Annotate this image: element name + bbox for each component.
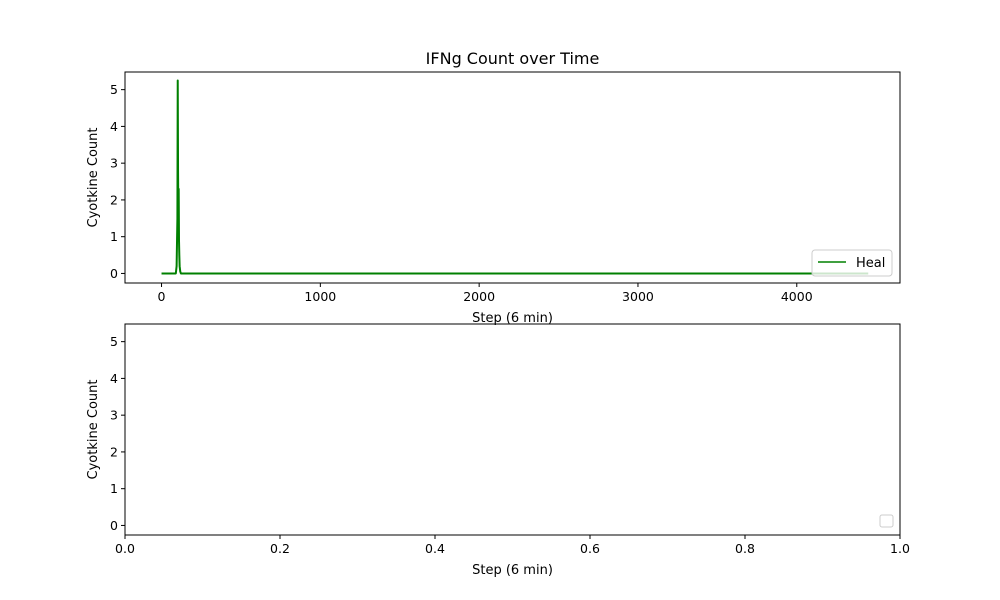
top-plot-area — [161, 79, 869, 275]
top-legend-label: Heal — [856, 256, 885, 271]
bottom-y-tick-label: 4 — [110, 371, 118, 386]
bottom-x-tick-label: 0.6 — [580, 541, 600, 556]
top-x-tick-label: 2000 — [463, 289, 495, 304]
top-y-tick-label: 4 — [110, 119, 118, 134]
top-x-tick-label: 0 — [158, 289, 166, 304]
top-y-tick-label: 5 — [110, 82, 118, 97]
bottom-y-tick-label: 1 — [110, 481, 118, 496]
top-y-tick-label: 3 — [110, 156, 118, 171]
bottom-x-tick-label: 0.2 — [270, 541, 290, 556]
bottom-y-tick-label: 5 — [110, 334, 118, 349]
bottom-x-axis-label: Step (6 min) — [472, 563, 553, 578]
bottom-x-tick-label: 0.0 — [115, 541, 135, 556]
top-y-axis-label: Cyotkine Count — [86, 128, 101, 228]
series-line-heal — [161, 79, 869, 275]
top-panel: IFNg Count over Time 0 1000 2000 3000 4000 0… — [86, 49, 901, 326]
top-y-tick-label: 0 — [110, 266, 118, 281]
bottom-y-axis-label: Cyotkine Count — [86, 380, 101, 480]
top-chart-title: IFNg Count over Time — [426, 49, 600, 68]
bottom-y-ticks: 0 1 2 3 4 5 — [110, 334, 125, 533]
top-y-tick-label: 1 — [110, 229, 118, 244]
bottom-legend — [879, 514, 894, 528]
bottom-y-tick-label: 2 — [110, 444, 118, 459]
bottom-axes-frame — [124, 323, 901, 536]
bottom-x-tick-label: 0.8 — [735, 541, 755, 556]
bottom-x-tick-label: 0.4 — [425, 541, 445, 556]
top-x-axis-label: Step (6 min) — [472, 311, 553, 326]
top-legend: Heal — [811, 249, 893, 277]
top-x-tick-label: 1000 — [304, 289, 336, 304]
top-x-tick-label: 4000 — [781, 289, 813, 304]
bottom-y-tick-label: 3 — [110, 408, 118, 423]
bottom-legend-box — [879, 514, 894, 528]
top-axes-frame — [124, 71, 901, 284]
top-legend-box — [811, 249, 893, 277]
top-y-tick-label: 2 — [110, 192, 118, 207]
bottom-y-tick-label: 0 — [110, 518, 118, 533]
bottom-x-tick-label: 1.0 — [890, 541, 910, 556]
bottom-panel: 0.0 0.2 0.4 0.6 0.8 1.0 0 1 2 3 4 5 Step (6 min) C… — [86, 323, 910, 578]
top-x-tick-label: 3000 — [622, 289, 654, 304]
top-y-ticks: 0 1 2 3 4 5 — [110, 82, 125, 281]
top-x-ticks: 0 1000 2000 3000 4000 — [158, 283, 813, 304]
bottom-x-ticks: 0.0 0.2 0.4 0.6 0.8 1.0 — [115, 535, 910, 556]
